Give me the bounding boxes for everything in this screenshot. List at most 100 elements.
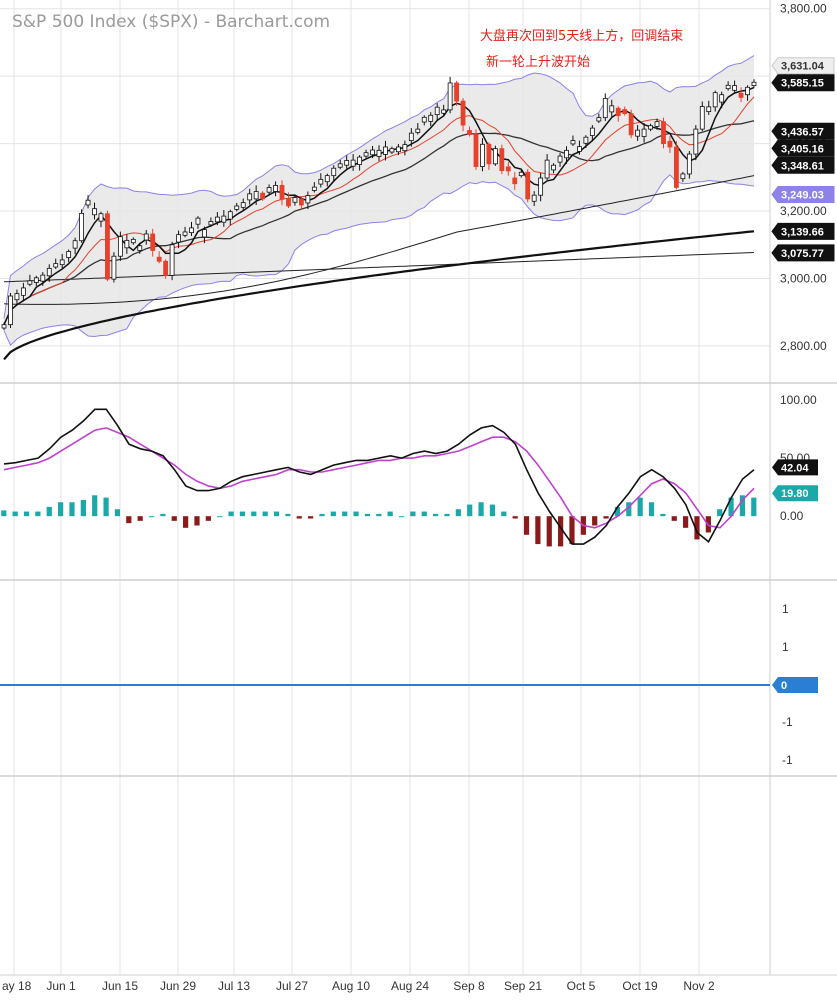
candle[interactable] bbox=[8, 295, 13, 326]
candle[interactable] bbox=[583, 136, 589, 144]
candle[interactable] bbox=[318, 178, 324, 185]
candle[interactable] bbox=[467, 130, 472, 135]
candle[interactable] bbox=[85, 199, 91, 206]
candle[interactable] bbox=[402, 144, 408, 152]
candle[interactable] bbox=[234, 205, 240, 210]
candle[interactable] bbox=[415, 128, 421, 133]
candle[interactable] bbox=[117, 236, 123, 257]
candle[interactable] bbox=[395, 146, 401, 153]
candle[interactable] bbox=[667, 140, 673, 148]
candle[interactable] bbox=[169, 244, 175, 276]
candle[interactable] bbox=[279, 185, 285, 200]
candle[interactable] bbox=[512, 177, 518, 185]
candle[interactable] bbox=[577, 146, 582, 152]
candle[interactable] bbox=[182, 231, 188, 236]
candle[interactable] bbox=[480, 143, 485, 167]
candle[interactable] bbox=[434, 106, 440, 116]
candle[interactable] bbox=[247, 193, 253, 201]
candle[interactable] bbox=[137, 245, 143, 251]
candle[interactable] bbox=[557, 155, 563, 163]
candle[interactable] bbox=[654, 121, 660, 127]
candle[interactable] bbox=[208, 221, 214, 226]
candle[interactable] bbox=[602, 98, 608, 119]
candle[interactable] bbox=[525, 171, 531, 200]
candle[interactable] bbox=[680, 173, 686, 180]
candle[interactable] bbox=[615, 107, 621, 117]
candle[interactable] bbox=[589, 127, 595, 136]
candle[interactable] bbox=[150, 233, 156, 251]
candle[interactable] bbox=[635, 129, 641, 137]
candle[interactable] bbox=[486, 143, 492, 165]
candle[interactable] bbox=[337, 163, 343, 168]
candle[interactable] bbox=[732, 85, 738, 91]
candle[interactable] bbox=[260, 192, 266, 200]
candle[interactable] bbox=[564, 149, 569, 159]
candle[interactable] bbox=[408, 132, 414, 141]
candle[interactable] bbox=[725, 84, 731, 90]
candle[interactable] bbox=[266, 187, 272, 193]
candle[interactable] bbox=[176, 234, 181, 243]
candle[interactable] bbox=[661, 121, 666, 145]
candle[interactable] bbox=[383, 146, 388, 155]
candle[interactable] bbox=[292, 197, 298, 203]
candle[interactable] bbox=[46, 267, 52, 277]
candle[interactable] bbox=[751, 81, 757, 87]
candle[interactable] bbox=[441, 109, 447, 114]
candle[interactable] bbox=[538, 177, 544, 196]
candle[interactable] bbox=[570, 140, 576, 145]
candle[interactable] bbox=[130, 238, 136, 244]
candle[interactable] bbox=[189, 227, 194, 234]
candle[interactable] bbox=[344, 160, 350, 166]
candle[interactable] bbox=[428, 114, 434, 122]
candle[interactable] bbox=[505, 166, 511, 172]
candle[interactable] bbox=[648, 125, 653, 130]
candle[interactable] bbox=[473, 134, 479, 167]
candle[interactable] bbox=[98, 213, 104, 222]
candle[interactable] bbox=[66, 251, 72, 258]
candle[interactable] bbox=[544, 159, 550, 179]
candle[interactable] bbox=[628, 113, 634, 136]
candle[interactable] bbox=[376, 149, 382, 157]
candle[interactable] bbox=[693, 128, 699, 155]
candle[interactable] bbox=[227, 211, 233, 220]
candle[interactable] bbox=[33, 277, 39, 283]
candle[interactable] bbox=[240, 202, 246, 208]
candle[interactable] bbox=[299, 198, 304, 206]
candle[interactable] bbox=[163, 260, 169, 276]
candle[interactable] bbox=[124, 239, 130, 249]
candle[interactable] bbox=[253, 191, 259, 200]
candle[interactable] bbox=[460, 100, 466, 126]
candle[interactable] bbox=[311, 186, 317, 191]
candle[interactable] bbox=[531, 194, 537, 202]
candle[interactable] bbox=[156, 256, 162, 262]
candle[interactable] bbox=[79, 213, 84, 242]
candle[interactable] bbox=[706, 106, 712, 112]
candle[interactable] bbox=[712, 92, 718, 108]
candle[interactable] bbox=[14, 293, 20, 301]
candle[interactable] bbox=[40, 274, 46, 282]
candle[interactable] bbox=[699, 106, 705, 130]
price-panel[interactable] bbox=[1, 55, 757, 361]
candle[interactable] bbox=[350, 159, 356, 167]
candle[interactable] bbox=[59, 259, 65, 266]
candle[interactable] bbox=[454, 82, 459, 102]
candle[interactable] bbox=[221, 215, 227, 223]
candle[interactable] bbox=[518, 171, 524, 177]
candle[interactable] bbox=[551, 164, 556, 171]
candle[interactable] bbox=[324, 175, 330, 183]
candle[interactable] bbox=[745, 86, 750, 96]
candle[interactable] bbox=[53, 263, 59, 268]
candle[interactable] bbox=[27, 280, 33, 285]
candle[interactable] bbox=[331, 167, 337, 177]
candle[interactable] bbox=[195, 217, 201, 225]
candle[interactable] bbox=[273, 185, 278, 192]
candle[interactable] bbox=[674, 146, 679, 188]
candle[interactable] bbox=[447, 82, 453, 111]
candle[interactable] bbox=[596, 117, 602, 122]
stochastic-panel[interactable] bbox=[1, 408, 757, 547]
candle[interactable] bbox=[105, 213, 110, 280]
candle[interactable] bbox=[421, 116, 427, 123]
candle[interactable] bbox=[1, 324, 7, 329]
candle[interactable] bbox=[92, 208, 97, 216]
candle[interactable] bbox=[499, 148, 505, 171]
